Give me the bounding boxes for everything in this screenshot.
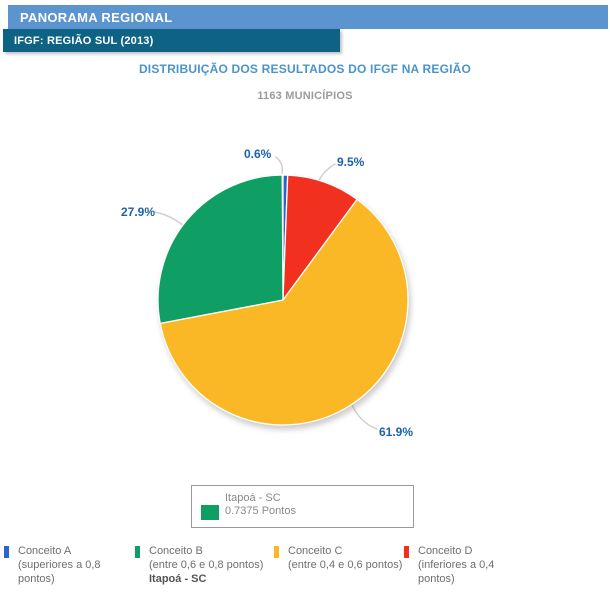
tooltip-text: Itapoá - SC 0.7375 Pontos bbox=[225, 492, 296, 518]
legend-item-conceito-b[interactable]: Conceito B (entre 0,6 e 0,8 pontos) Itap… bbox=[135, 544, 263, 586]
legend-highlighted-municipality: Itapoá - SC bbox=[149, 573, 207, 585]
legend-swatch-conceito-d bbox=[404, 546, 409, 558]
legend-swatch-conceito-b bbox=[135, 546, 140, 558]
legend-desc: (entre 0,4 e 0,6 pontos) bbox=[288, 559, 403, 571]
report-subheader-bar: IFGF: REGIÃO SUL (2013) bbox=[3, 29, 340, 52]
page-header-title: PANORAMA REGIONAL bbox=[20, 9, 173, 25]
legend-desc: pontos) bbox=[418, 573, 455, 585]
tooltip-municipality: Itapoá - SC bbox=[225, 492, 281, 504]
leader-line bbox=[350, 402, 378, 430]
leader-line bbox=[275, 156, 284, 174]
legend-label: Conceito B bbox=[149, 545, 203, 557]
legend-swatch-conceito-a bbox=[4, 546, 9, 558]
legend-item-conceito-a[interactable]: Conceito A (superiores a 0,8 pontos) bbox=[4, 544, 101, 586]
legend-swatch-conceito-c bbox=[274, 546, 279, 558]
chart-subtitle: 1163 MUNICÍPIOS bbox=[257, 90, 353, 102]
legend-text-conceito-b: Conceito B (entre 0,6 e 0,8 pontos) Itap… bbox=[149, 544, 263, 586]
legend-desc: (superiores a 0,8 bbox=[18, 559, 101, 571]
slice-label-conceito-a: 0.6% bbox=[244, 147, 272, 161]
tooltip-color-swatch bbox=[201, 505, 219, 520]
pie-slice-conceito-d[interactable] bbox=[282, 174, 358, 301]
slice-label-conceito-c: 61.9% bbox=[379, 425, 414, 439]
page-header-bar: PANORAMA REGIONAL bbox=[8, 5, 608, 29]
tooltip-score: 0.7375 Pontos bbox=[225, 505, 296, 517]
leader-line bbox=[154, 211, 185, 227]
legend-text-conceito-d: Conceito D (inferiores a 0,4 pontos) bbox=[418, 544, 494, 586]
pie-slice-conceito-c[interactable] bbox=[159, 198, 409, 426]
chart-tooltip: Itapoá - SC 0.7375 Pontos bbox=[191, 485, 414, 528]
slice-label-conceito-d: 9.5% bbox=[337, 155, 365, 169]
slice-label-conceito-b: 27.9% bbox=[121, 205, 156, 219]
report-subheader-title: IFGF: REGIÃO SUL (2013) bbox=[14, 34, 154, 47]
pie-slice-conceito-b[interactable] bbox=[157, 174, 284, 325]
legend-label: Conceito C bbox=[288, 545, 343, 557]
legend-text-conceito-c: Conceito C (entre 0,4 e 0,6 pontos) bbox=[288, 544, 402, 572]
legend-item-conceito-d[interactable]: Conceito D (inferiores a 0,4 pontos) bbox=[404, 544, 494, 586]
legend-desc: (inferiores a 0,4 bbox=[418, 559, 495, 571]
legend-text-conceito-a: Conceito A (superiores a 0,8 pontos) bbox=[18, 544, 101, 586]
legend-item-conceito-c[interactable]: Conceito C (entre 0,4 e 0,6 pontos) bbox=[274, 544, 402, 572]
legend-label: Conceito D bbox=[418, 545, 473, 557]
chart-title: DISTRIBUIÇÃO DOS RESULTADOS DO IFGF NA R… bbox=[138, 62, 472, 76]
legend-label: Conceito A bbox=[18, 545, 72, 557]
legend-desc: pontos) bbox=[18, 573, 55, 585]
legend-desc: (entre 0,6 e 0,8 pontos) bbox=[149, 559, 264, 571]
